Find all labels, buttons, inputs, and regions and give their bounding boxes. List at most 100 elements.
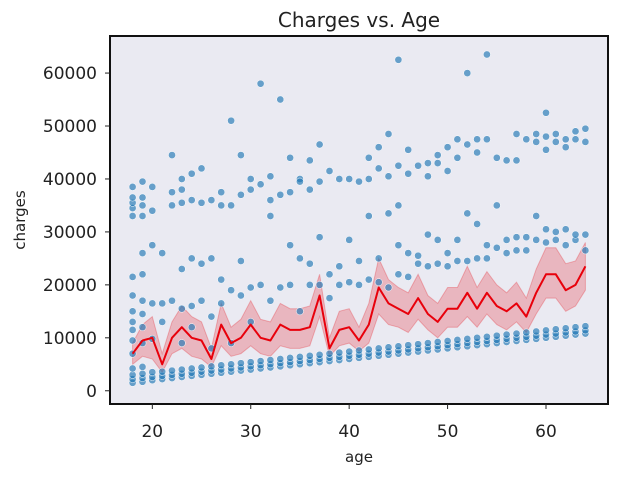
scatter-point xyxy=(394,201,403,210)
scatter-point xyxy=(276,190,285,199)
scatter-point xyxy=(424,339,432,347)
scatter-point xyxy=(492,153,501,162)
scatter-point xyxy=(502,156,511,165)
scatter-point xyxy=(483,254,491,263)
scatter-point xyxy=(266,196,275,204)
scatter-point xyxy=(581,124,590,133)
chart-title: Charges vs. Age xyxy=(278,8,440,32)
scatter-point xyxy=(138,369,147,378)
scatter-point xyxy=(315,233,324,242)
scatter-point xyxy=(276,283,285,292)
scatter-point xyxy=(128,318,137,326)
mean-line xyxy=(131,265,587,366)
x-tick-label: 40 xyxy=(338,422,360,442)
scatter-point xyxy=(148,206,157,215)
scatter-point xyxy=(197,363,206,372)
scatter-point xyxy=(138,296,147,305)
scatter-point xyxy=(492,201,501,210)
scatter-point xyxy=(197,259,206,268)
scatter-point xyxy=(325,270,334,279)
scatter-point xyxy=(532,138,541,146)
scatter-point xyxy=(227,201,235,210)
scatter-point xyxy=(286,153,294,162)
x-tick-label: 20 xyxy=(141,422,163,442)
scatter-point xyxy=(433,259,442,268)
scatter-point xyxy=(404,341,413,350)
scatter-point xyxy=(473,148,481,157)
scatter-point xyxy=(561,225,570,234)
scatter-point xyxy=(286,281,294,289)
scatter-point xyxy=(443,337,452,345)
scatter-point xyxy=(256,357,265,365)
scatter-point xyxy=(128,183,137,191)
mean-line-layer xyxy=(131,265,587,366)
scatter-point xyxy=(177,339,186,347)
scatter-point xyxy=(394,161,403,170)
scatter-point xyxy=(561,324,570,333)
scatter-point xyxy=(335,281,344,289)
y-tick-label: 30000 xyxy=(43,223,97,243)
scatter-point xyxy=(384,130,393,138)
scatter-point xyxy=(128,291,137,300)
scatter-point xyxy=(561,241,570,250)
x-tick-label: 30 xyxy=(240,422,262,442)
scatter-point xyxy=(266,172,275,181)
x-tick-label: 60 xyxy=(535,422,557,442)
scatter-point xyxy=(177,185,186,194)
scatter-point xyxy=(502,249,511,257)
y-tick-label: 40000 xyxy=(43,170,97,190)
scatter-point xyxy=(453,236,462,244)
scatter-point xyxy=(286,188,294,197)
scatter-point xyxy=(433,159,442,167)
scatter-point xyxy=(453,257,462,265)
scatter-point xyxy=(266,296,275,305)
scatter-point xyxy=(237,291,245,300)
scatter-point xyxy=(148,241,157,250)
scatter-point xyxy=(335,262,344,271)
scatter-point xyxy=(217,201,226,210)
scatter-point xyxy=(266,212,275,220)
y-tick-label: 10000 xyxy=(43,329,97,349)
scatter-point xyxy=(187,254,196,263)
scatter-point xyxy=(177,198,186,207)
scatter-point xyxy=(473,220,481,228)
scatter-point xyxy=(128,307,137,316)
scatter-point xyxy=(158,299,167,308)
scatter-point xyxy=(207,312,216,321)
scatter-point xyxy=(414,340,422,349)
scatter-point xyxy=(177,265,186,273)
scatter-point xyxy=(325,294,334,302)
y-tick-label: 0 xyxy=(86,382,97,402)
scatter-point xyxy=(404,145,413,154)
scatter-point xyxy=(522,135,531,144)
scatter-point xyxy=(355,257,363,265)
scatter-point xyxy=(138,177,147,186)
scatter-point xyxy=(542,238,550,247)
scatter-point xyxy=(492,243,501,252)
scatter-point xyxy=(492,331,501,340)
scatter-point xyxy=(148,299,157,308)
scatter-point xyxy=(463,335,472,343)
scatter-point xyxy=(453,153,462,162)
scatter-point xyxy=(148,183,157,191)
scatter-point xyxy=(532,327,541,336)
scatter-point xyxy=(276,355,285,363)
scatter-point xyxy=(512,329,521,338)
scatter-point xyxy=(128,273,137,281)
scatter-point xyxy=(237,151,245,159)
y-ticks: 0 10000 20000 30000 40000 50000 60000 xyxy=(43,64,110,402)
scatter-point xyxy=(551,325,560,334)
y-tick-label: 60000 xyxy=(43,64,97,84)
scatter-point xyxy=(217,275,226,284)
scatter-point xyxy=(128,193,137,202)
scatter-point xyxy=(483,241,491,250)
scatter-point xyxy=(374,254,383,263)
scatter-point xyxy=(187,169,196,178)
scatter-point xyxy=(246,358,255,367)
scatter-point xyxy=(217,188,226,197)
scatter-point xyxy=(542,145,550,154)
scatter-point xyxy=(305,281,314,289)
scatter-point xyxy=(551,236,560,244)
scatter-point xyxy=(168,366,176,375)
scatter-point xyxy=(433,338,442,346)
